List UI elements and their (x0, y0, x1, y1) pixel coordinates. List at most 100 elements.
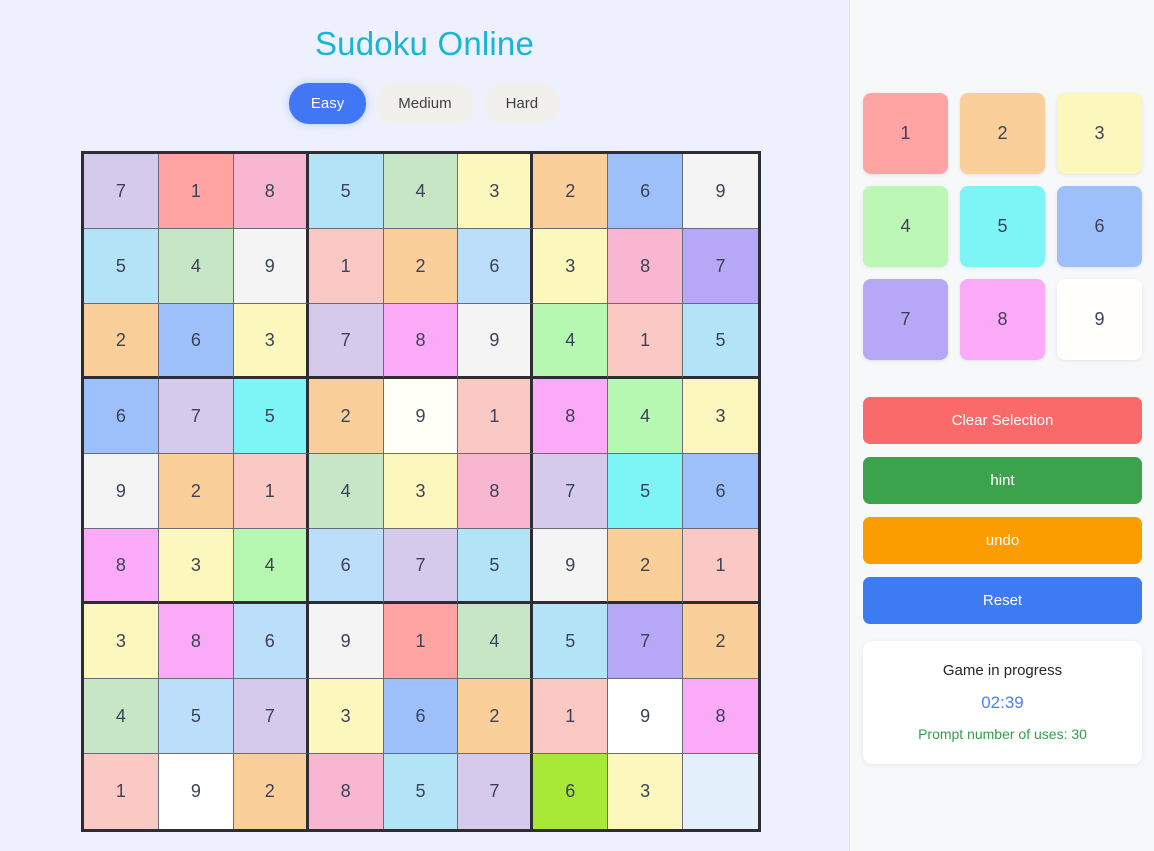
hint-button[interactable]: hint (863, 457, 1142, 504)
sudoku-cell-r3c9[interactable]: 5 (683, 304, 758, 379)
sudoku-cell-r9c6[interactable]: 7 (458, 754, 534, 829)
sudoku-cell-r3c1[interactable]: 2 (84, 304, 159, 379)
sudoku-cell-r7c1[interactable]: 3 (84, 604, 159, 679)
sudoku-cell-r3c8[interactable]: 1 (608, 304, 684, 379)
sudoku-cell-r5c2[interactable]: 2 (158, 454, 234, 529)
number-pad-button-5[interactable]: 5 (960, 186, 1045, 267)
sudoku-cell-r3c7[interactable]: 4 (533, 304, 609, 379)
sudoku-cell-r7c5[interactable]: 1 (383, 604, 459, 679)
sudoku-cell-r6c1[interactable]: 8 (84, 529, 159, 604)
number-pad-button-3[interactable]: 3 (1057, 93, 1142, 174)
sudoku-cell-r6c6[interactable]: 5 (458, 529, 534, 604)
sudoku-cell-r7c3[interactable]: 6 (233, 604, 309, 679)
sudoku-cell-r2c7[interactable]: 3 (533, 229, 609, 304)
sudoku-cell-r8c7[interactable]: 1 (533, 679, 609, 754)
sudoku-cell-r8c9[interactable]: 8 (683, 679, 758, 754)
clear-selection-button[interactable]: Clear Selection (863, 397, 1142, 444)
sudoku-cell-r9c5[interactable]: 5 (383, 754, 459, 829)
difficulty-button-medium[interactable]: Medium (376, 83, 474, 124)
number-pad-button-7[interactable]: 7 (863, 279, 948, 360)
sudoku-cell-r2c6[interactable]: 6 (458, 229, 534, 304)
sudoku-cell-r9c8[interactable]: 3 (608, 754, 684, 829)
sudoku-cell-r4c9[interactable]: 3 (683, 379, 758, 454)
sudoku-cell-r6c7[interactable]: 9 (533, 529, 609, 604)
sudoku-cell-r9c2[interactable]: 9 (158, 754, 234, 829)
sudoku-cell-r1c9[interactable]: 9 (683, 154, 758, 229)
sudoku-cell-r7c8[interactable]: 7 (608, 604, 684, 679)
sudoku-cell-r3c6[interactable]: 9 (458, 304, 534, 379)
sudoku-cell-r6c9[interactable]: 1 (683, 529, 758, 604)
sudoku-cell-r2c4[interactable]: 1 (308, 229, 384, 304)
sudoku-cell-r5c1[interactable]: 9 (84, 454, 159, 529)
sudoku-cell-r1c6[interactable]: 3 (458, 154, 534, 229)
sudoku-cell-r1c8[interactable]: 6 (608, 154, 684, 229)
sudoku-cell-r5c3[interactable]: 1 (233, 454, 309, 529)
sudoku-cell-r2c5[interactable]: 2 (383, 229, 459, 304)
sudoku-cell-r9c9[interactable] (683, 754, 758, 829)
sudoku-cell-r2c1[interactable]: 5 (84, 229, 159, 304)
number-pad-button-9[interactable]: 9 (1057, 279, 1142, 360)
sudoku-cell-r1c2[interactable]: 1 (158, 154, 234, 229)
difficulty-button-hard[interactable]: Hard (483, 83, 561, 124)
sudoku-cell-r5c7[interactable]: 7 (533, 454, 609, 529)
sudoku-cell-r4c2[interactable]: 7 (158, 379, 234, 454)
number-pad-button-1[interactable]: 1 (863, 93, 948, 174)
sudoku-cell-r1c3[interactable]: 8 (233, 154, 309, 229)
sudoku-cell-r9c4[interactable]: 8 (308, 754, 384, 829)
sudoku-cell-r8c1[interactable]: 4 (84, 679, 159, 754)
sudoku-cell-r1c4[interactable]: 5 (308, 154, 384, 229)
sudoku-cell-r4c4[interactable]: 2 (308, 379, 384, 454)
sudoku-cell-r5c9[interactable]: 6 (683, 454, 758, 529)
sudoku-cell-r2c2[interactable]: 4 (158, 229, 234, 304)
action-button-group: Clear Selection hint undo Reset (863, 397, 1142, 624)
sudoku-cell-r6c8[interactable]: 2 (608, 529, 684, 604)
sudoku-cell-r4c1[interactable]: 6 (84, 379, 159, 454)
number-pad-button-8[interactable]: 8 (960, 279, 1045, 360)
sudoku-cell-r5c5[interactable]: 3 (383, 454, 459, 529)
sudoku-cell-r6c5[interactable]: 7 (383, 529, 459, 604)
sudoku-cell-r7c2[interactable]: 8 (158, 604, 234, 679)
sudoku-cell-r1c1[interactable]: 7 (84, 154, 159, 229)
number-pad-button-6[interactable]: 6 (1057, 186, 1142, 267)
sudoku-cell-r4c7[interactable]: 8 (533, 379, 609, 454)
sudoku-cell-r2c9[interactable]: 7 (683, 229, 758, 304)
sudoku-cell-r3c2[interactable]: 6 (158, 304, 234, 379)
sudoku-cell-r8c4[interactable]: 3 (308, 679, 384, 754)
sudoku-cell-r3c5[interactable]: 8 (383, 304, 459, 379)
sudoku-cell-r9c3[interactable]: 2 (233, 754, 309, 829)
sudoku-cell-r7c9[interactable]: 2 (683, 604, 758, 679)
sudoku-cell-r7c7[interactable]: 5 (533, 604, 609, 679)
sudoku-cell-r2c8[interactable]: 8 (608, 229, 684, 304)
sudoku-cell-r5c6[interactable]: 8 (458, 454, 534, 529)
sudoku-cell-r8c3[interactable]: 7 (233, 679, 309, 754)
sudoku-cell-r4c3[interactable]: 5 (233, 379, 309, 454)
sudoku-cell-r1c5[interactable]: 4 (383, 154, 459, 229)
sudoku-cell-r9c7[interactable]: 6 (533, 754, 609, 829)
sudoku-cell-r5c4[interactable]: 4 (308, 454, 384, 529)
sudoku-cell-r3c3[interactable]: 3 (233, 304, 309, 379)
sudoku-cell-r6c4[interactable]: 6 (308, 529, 384, 604)
sudoku-cell-r6c2[interactable]: 3 (158, 529, 234, 604)
sudoku-cell-r4c5[interactable]: 9 (383, 379, 459, 454)
sudoku-cell-r8c8[interactable]: 9 (608, 679, 684, 754)
sudoku-cell-r9c1[interactable]: 1 (84, 754, 159, 829)
sudoku-cell-r6c3[interactable]: 4 (233, 529, 309, 604)
sudoku-cell-r7c4[interactable]: 9 (308, 604, 384, 679)
number-pad-button-4[interactable]: 4 (863, 186, 948, 267)
sudoku-cell-r7c6[interactable]: 4 (458, 604, 534, 679)
difficulty-button-easy[interactable]: Easy (288, 83, 367, 124)
sudoku-cell-r8c2[interactable]: 5 (158, 679, 234, 754)
sudoku-cell-r8c5[interactable]: 6 (383, 679, 459, 754)
sudoku-cell-r3c4[interactable]: 7 (308, 304, 384, 379)
sudoku-cell-r8c6[interactable]: 2 (458, 679, 534, 754)
undo-button[interactable]: undo (863, 517, 1142, 564)
reset-button[interactable]: Reset (863, 577, 1142, 624)
number-pad-button-2[interactable]: 2 (960, 93, 1045, 174)
sudoku-cell-r4c8[interactable]: 4 (608, 379, 684, 454)
sudoku-cell-r2c3[interactable]: 9 (233, 229, 309, 304)
sudoku-cell-r1c7[interactable]: 2 (533, 154, 609, 229)
sudoku-cell-r5c8[interactable]: 5 (608, 454, 684, 529)
sudoku-cell-r4c6[interactable]: 1 (458, 379, 534, 454)
